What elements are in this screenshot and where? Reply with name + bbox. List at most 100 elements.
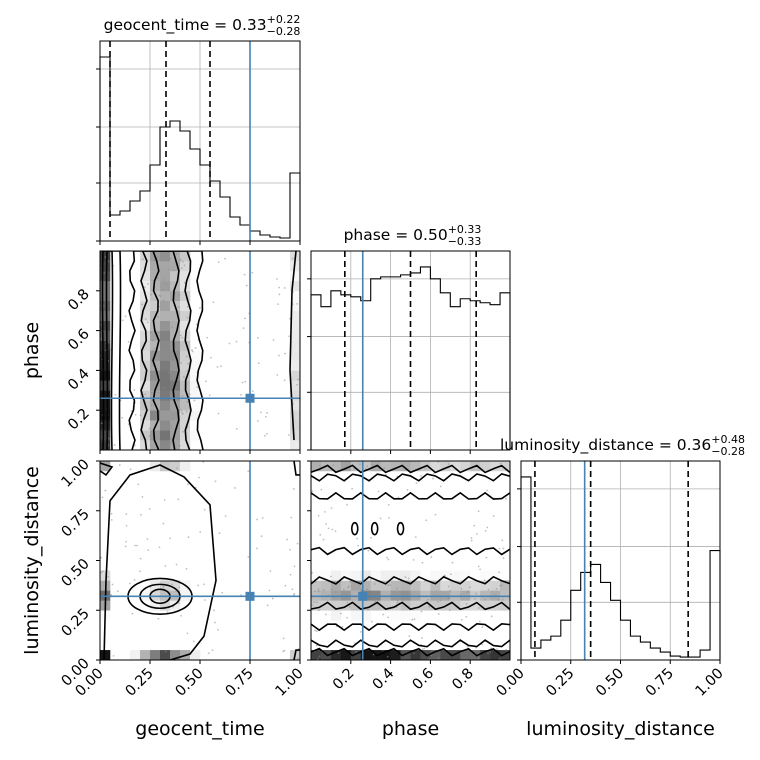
density-cell (290, 400, 300, 411)
contour-line (311, 647, 510, 657)
scatter-point (172, 414, 175, 417)
density-cell (370, 600, 381, 611)
scatter-point (107, 575, 109, 578)
scatter-point (325, 613, 327, 616)
density-cell (410, 461, 421, 472)
density-cell (100, 300, 111, 311)
scatter-point (100, 571, 103, 574)
scatter-point (339, 612, 342, 615)
hist-title-lower-luminosity_distance: −0.28 (711, 445, 745, 458)
density-cell (140, 270, 151, 282)
density-cell (410, 600, 421, 611)
scatter-point (371, 463, 374, 466)
contour-line (311, 464, 510, 474)
scatter-point (264, 415, 267, 418)
panel2d-frame (99, 460, 301, 661)
density-cell (480, 570, 491, 581)
density-cell (450, 580, 461, 591)
density-cell (170, 410, 181, 421)
hist-panel-phase: phase = 0.50+0.33−0.33 (307, 223, 511, 454)
x-axis-label-geocent_time: geocent_time (135, 718, 264, 740)
scatter-point (261, 517, 264, 519)
scatter-point (134, 413, 137, 416)
density-cell (180, 310, 191, 321)
scatter-point (382, 613, 385, 616)
density-cell (150, 380, 161, 391)
scatter-point (332, 464, 335, 467)
scatter-point (150, 360, 153, 363)
scatter-point (186, 400, 188, 403)
density-cell (290, 340, 300, 351)
scatter-point (296, 378, 299, 381)
scatter-point (179, 334, 182, 337)
scatter-point (118, 464, 121, 466)
scatter-point (387, 616, 389, 619)
scatter-point (484, 598, 487, 601)
scatter-point (271, 597, 274, 600)
density-cell (311, 650, 322, 660)
density-cell (150, 330, 161, 341)
scatter-point (387, 584, 389, 587)
density-cell (340, 461, 352, 472)
density-cell (190, 320, 201, 331)
scatter-point (460, 618, 463, 621)
density-cell (100, 410, 111, 421)
density-cell (390, 580, 401, 591)
scatter-point (182, 430, 184, 433)
scatter-point (181, 395, 184, 397)
scatter-point (505, 497, 507, 500)
density-cell (400, 650, 411, 660)
scatter-point (163, 386, 165, 389)
density-cell (420, 580, 431, 591)
density-cell (350, 650, 362, 660)
scatter-point (276, 277, 278, 280)
y-tick-label-phase-1: 0.4 (65, 366, 93, 394)
scatter-point (129, 468, 132, 471)
scatter-point (168, 442, 171, 444)
density-cell (330, 590, 342, 601)
scatter-point (197, 584, 200, 587)
scatter-point (121, 416, 124, 419)
scatter-point (150, 293, 152, 296)
scatter-point (331, 528, 334, 531)
scatter-point (124, 545, 127, 548)
density-cell (430, 570, 441, 581)
scatter-point (432, 477, 434, 480)
x-tick-label-phase-3: 0.8 (449, 666, 477, 694)
scatter-point (276, 373, 279, 376)
scatter-point (341, 625, 344, 628)
density-cell (180, 340, 191, 351)
scatter-point (191, 349, 193, 351)
scatter-point (447, 597, 450, 600)
scatter-point (485, 556, 488, 559)
scatter-point (133, 579, 136, 581)
scatter-point (322, 589, 325, 592)
density-cell (440, 580, 451, 591)
density-cell (400, 461, 411, 472)
x-tick-label-luminosity_distance-0: 0.00 (494, 666, 528, 700)
scatter-point (158, 546, 161, 549)
scatter-point (133, 389, 136, 391)
scatter-point (208, 394, 211, 397)
scatter-point (100, 422, 103, 425)
scatter-point (289, 573, 292, 576)
density-cell (140, 310, 151, 321)
density-cell (320, 590, 332, 601)
density-cell (440, 461, 451, 472)
density-cell (290, 370, 300, 381)
contour-line (140, 251, 192, 450)
density-cell (100, 350, 111, 361)
density-cell (160, 410, 171, 421)
scatter-point (448, 609, 451, 612)
scatter-point (497, 598, 500, 601)
density-cell (400, 610, 411, 621)
scatter-point (411, 618, 414, 621)
scatter-point (178, 586, 181, 589)
scatter-point (420, 475, 422, 477)
scatter-point (501, 539, 504, 542)
scatter-point (266, 412, 268, 414)
density-cell (180, 300, 191, 311)
scatter-point (388, 516, 390, 519)
scatter-point (439, 485, 442, 488)
scatter-point (372, 653, 375, 656)
